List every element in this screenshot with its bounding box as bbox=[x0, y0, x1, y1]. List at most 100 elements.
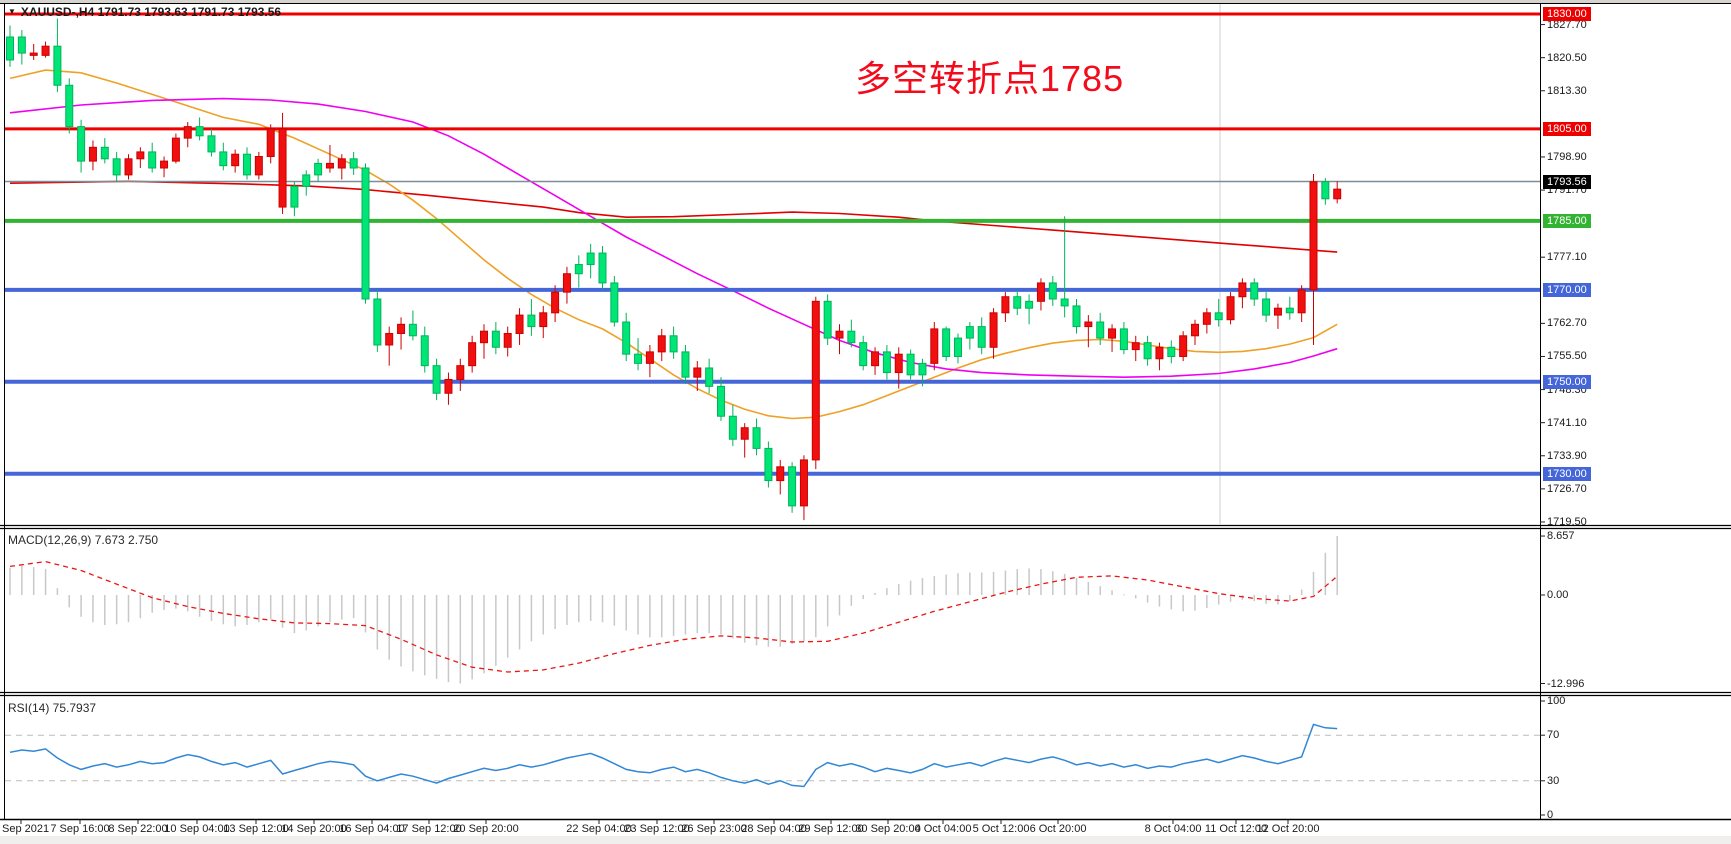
macd-histogram-bar bbox=[1300, 589, 1303, 595]
candle-body bbox=[1214, 312, 1223, 321]
macd-histogram-bar bbox=[862, 595, 864, 600]
macd-histogram-bar bbox=[684, 595, 687, 635]
candle-body bbox=[740, 427, 749, 440]
macd-histogram-bar bbox=[1312, 571, 1315, 595]
candle-body bbox=[1013, 296, 1022, 309]
chart-title-bar: ▼ XAUUSD-,H4 1791.73 1793.63 1791.73 1793… bbox=[8, 5, 281, 19]
candle-body bbox=[728, 415, 737, 440]
candle-body bbox=[610, 282, 619, 323]
macd-histogram-bar bbox=[104, 595, 106, 625]
price-axis-label: 1755.50 bbox=[1547, 350, 1587, 363]
candle-body bbox=[468, 342, 477, 367]
macd-histogram-bar bbox=[850, 595, 853, 606]
candle-body bbox=[302, 174, 311, 187]
macd-histogram-bar bbox=[578, 595, 580, 623]
candle-body bbox=[1048, 282, 1057, 300]
macd-histogram-bar bbox=[44, 569, 47, 595]
candle-body bbox=[989, 312, 998, 348]
price-level-badge: 1793.56 bbox=[1543, 174, 1591, 189]
candle-body bbox=[337, 158, 346, 169]
candle-body bbox=[1202, 312, 1211, 325]
price-axis-label: 1726.70 bbox=[1547, 482, 1587, 495]
candle-body bbox=[171, 137, 180, 162]
time-axis-label: 26 Sep 23:00 bbox=[681, 823, 747, 835]
macd-histogram-bar bbox=[258, 595, 260, 623]
candle-body bbox=[1001, 296, 1010, 314]
candle-body bbox=[764, 447, 773, 482]
macd-histogram-bar bbox=[447, 595, 450, 683]
candle-body bbox=[77, 126, 86, 162]
candle-body bbox=[1131, 342, 1140, 351]
macd-histogram-bar bbox=[1206, 595, 1208, 608]
candle-body bbox=[669, 335, 678, 353]
rsi-indicator-label: RSI(14) 75.7937 bbox=[8, 701, 97, 715]
macd-histogram-bar bbox=[412, 595, 414, 672]
macd-histogram-bar bbox=[68, 595, 70, 608]
macd-signal-line bbox=[9, 560, 1338, 673]
macd-histogram-bar bbox=[364, 595, 367, 633]
indicator-axis-label: -12.996 bbox=[1547, 677, 1585, 690]
macd-histogram-bar bbox=[720, 595, 722, 635]
macd-histogram-bar bbox=[21, 565, 23, 595]
candle-body bbox=[942, 328, 951, 357]
macd-histogram-bar bbox=[803, 595, 805, 642]
macd-histogram-bar bbox=[293, 595, 296, 634]
time-axis-label: 20 Sep 20:00 bbox=[453, 823, 519, 835]
macd-histogram-bar bbox=[530, 595, 533, 642]
macd-indicator-label: MACD(12,26,9) 7.673 2.750 bbox=[8, 533, 159, 547]
macd-histogram-bar bbox=[1123, 594, 1125, 596]
macd-histogram-bar bbox=[601, 595, 604, 623]
time-axis-label: 30 Sep 20:00 bbox=[855, 823, 921, 835]
candle-body bbox=[408, 323, 417, 337]
macd-histogram-bar bbox=[886, 588, 888, 595]
candle-body bbox=[835, 330, 844, 339]
macd-histogram-bar bbox=[1028, 568, 1030, 595]
candle-body bbox=[954, 337, 962, 357]
candle-body bbox=[1155, 346, 1164, 360]
candle-body bbox=[1262, 298, 1271, 316]
macd-histogram-bar bbox=[1004, 570, 1007, 595]
macd-histogram-bar bbox=[1146, 595, 1149, 603]
symbol-dropdown-icon[interactable]: ▼ bbox=[8, 7, 16, 16]
candle-body bbox=[965, 326, 974, 339]
macd-histogram-bar bbox=[269, 595, 272, 620]
candle-body bbox=[515, 314, 524, 334]
candle-body bbox=[752, 427, 761, 449]
time-axis-label: 4 Oct 04:00 bbox=[914, 823, 972, 835]
candle-body bbox=[29, 52, 38, 56]
candle-body bbox=[207, 135, 216, 153]
macd-histogram-bar bbox=[1075, 577, 1078, 595]
candle-body bbox=[1285, 307, 1294, 314]
macd-histogram-bar bbox=[163, 595, 165, 610]
macd-histogram-bar bbox=[32, 567, 35, 595]
ma-orange-mid-line bbox=[9, 69, 1338, 420]
candle-body bbox=[1333, 188, 1342, 200]
candle-body bbox=[373, 298, 382, 346]
macd-histogram-bar bbox=[56, 588, 59, 595]
time-axis-label: 6 Sep 2021 bbox=[0, 823, 50, 835]
macd-histogram-bar bbox=[471, 595, 473, 680]
candle-body bbox=[148, 151, 157, 169]
macd-histogram-bar bbox=[874, 592, 876, 595]
time-axis-label: 17 Sep 12:00 bbox=[396, 823, 462, 835]
macd-histogram-bar bbox=[1158, 595, 1161, 607]
candle-body bbox=[1119, 328, 1128, 351]
time-axis-label: 23 Sep 12:00 bbox=[624, 823, 690, 835]
candle-body bbox=[53, 45, 62, 86]
candle-body bbox=[17, 36, 26, 54]
macd-histogram-bar bbox=[139, 595, 142, 619]
macd-histogram-bar bbox=[1063, 573, 1066, 595]
macd-histogram-bar bbox=[115, 595, 118, 625]
macd-histogram-bar bbox=[246, 595, 248, 625]
macd-histogram-bar bbox=[281, 595, 284, 628]
candle-body bbox=[930, 328, 939, 364]
candle-body bbox=[799, 459, 808, 507]
price-level-badge: 1805.00 bbox=[1543, 121, 1591, 136]
time-axis-label: 29 Sep 12:00 bbox=[798, 823, 864, 835]
price-axis-label: 1741.10 bbox=[1547, 416, 1587, 429]
macd-histogram-bar bbox=[305, 595, 307, 631]
candle-body bbox=[622, 321, 631, 355]
window-top-edge bbox=[0, 0, 1731, 3]
